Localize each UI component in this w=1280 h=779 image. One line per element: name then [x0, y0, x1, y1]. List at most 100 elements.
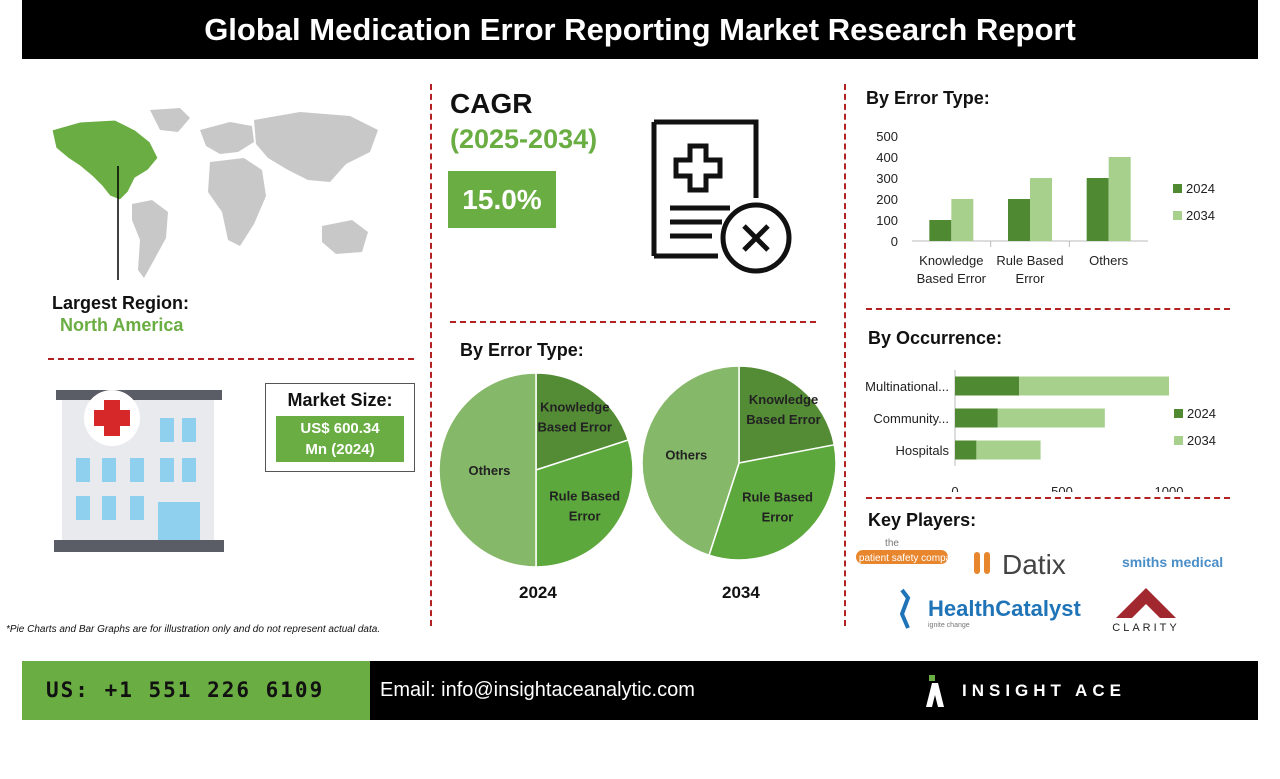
logo-healthcatalyst-text: HealthCatalyst: [928, 596, 1082, 621]
pie-label: Rule Based: [742, 490, 813, 505]
legend-label: 2024: [1186, 181, 1215, 196]
bar-section-title: By Error Type:: [866, 88, 990, 108]
map-australia: [322, 220, 368, 254]
prescription-error-icon: [651, 119, 792, 274]
logo-patient-safety-text: the: [885, 538, 899, 549]
pie-year-2034: 2034: [722, 583, 760, 602]
legend-swatch: [1174, 436, 1183, 445]
bar-2034: [1108, 157, 1131, 241]
disclaimer: *Pie Charts and Bar Graphs are for illus…: [6, 624, 381, 635]
y-tick-label: 500: [876, 129, 898, 144]
logo-healthcatalyst-tagline: ignite change: [928, 622, 970, 629]
market-size-value-line2: Mn (2024): [305, 441, 375, 458]
divider-right-bottom: [866, 497, 1230, 499]
y-tick-label: Community...: [873, 411, 949, 426]
market-size-value: US$ 600.34 Mn (2024): [276, 416, 404, 462]
pie-slice-rule-based-error: [535, 439, 634, 568]
pie-year-2024: 2024: [519, 583, 557, 602]
occurrence-bar-chart: Multinational... Community... Hospitals 0 50…: [865, 370, 1216, 492]
logo-datix-text: Datix: [1002, 549, 1066, 580]
logo-datix: Datix: [974, 549, 1066, 580]
x-tick-label: Others: [1089, 253, 1129, 268]
map-europe: [200, 122, 254, 154]
pie-label: Based Error: [746, 412, 820, 427]
footer-phone[interactable]: US: +1 551 226 6109: [22, 661, 370, 720]
cagr-period: (2025-2034): [450, 124, 598, 154]
logo-patient-safety-company: the the patient safety company: [852, 538, 962, 564]
cagr-title: CAGR: [450, 88, 533, 119]
hbar-2024: [955, 440, 977, 460]
y-tick-label: Hospitals: [896, 443, 950, 458]
hbar-2034: [1019, 376, 1169, 396]
largest-region-label: Largest Region:: [52, 293, 190, 313]
logo-clarity-text: CLARITY: [1112, 622, 1179, 634]
x-tick-label: Based Error: [917, 271, 987, 286]
divider-right-top: [866, 308, 1230, 310]
map-africa: [208, 158, 266, 246]
hbar-2034: [976, 440, 1041, 460]
x-tick-label: 0: [951, 484, 958, 492]
legend-swatch: [1173, 211, 1182, 220]
pie-label: Others: [665, 448, 707, 463]
market-size-value-line1: US$ 600.34: [300, 420, 380, 437]
y-tick-label: 400: [876, 150, 898, 165]
legend-swatch: [1174, 409, 1183, 418]
logo-healthcatalyst: HealthCatalyst ignite change: [899, 588, 1082, 629]
bar-2024: [1086, 178, 1109, 241]
page-title: Global Medication Error Reporting Market…: [22, 0, 1258, 59]
market-size-label: Market Size:: [287, 390, 393, 410]
map-asia: [254, 112, 378, 182]
divider-vertical-left: [430, 84, 432, 626]
bar-2034: [1030, 178, 1052, 241]
key-players-logos: the the patient safety company Datix smi…: [852, 538, 1223, 634]
pie-slice-knowledge-based-error: [535, 372, 630, 472]
legend-label: 2034: [1186, 208, 1215, 223]
y-tick-label: 0: [891, 234, 898, 249]
pie-charts: Knowledge Based Error Rule Based Error Other…: [438, 365, 837, 568]
logo-smiths-medical: smiths medical: [1122, 554, 1223, 570]
pie-label: Knowledge: [749, 392, 818, 407]
pie-label: Based Error: [538, 420, 612, 435]
logo-clarity: CLARITY: [1112, 588, 1179, 634]
map-greenland: [150, 108, 190, 132]
legend-label: 2034: [1187, 433, 1216, 448]
pie-slice-rule-based-error: [708, 443, 837, 561]
market-size-card: Market Size: US$ 600.34 Mn (2024): [265, 383, 415, 472]
footer-email[interactable]: Email: info@insightaceanalytic.com: [380, 679, 695, 701]
world-map: [51, 108, 378, 280]
y-tick-label: 100: [876, 213, 898, 228]
x-tick-label: Knowledge: [919, 253, 983, 268]
pie-label: Error: [762, 510, 794, 525]
bar-2024: [929, 220, 952, 241]
map-south-america: [132, 200, 168, 278]
bar-2034: [951, 199, 974, 241]
hbar-2034: [997, 408, 1105, 428]
divider-middle: [450, 321, 816, 323]
y-tick-label: 200: [876, 192, 898, 207]
hospital-icon: [54, 390, 224, 552]
pie-label: Others: [468, 463, 510, 478]
pie-label: Knowledge: [540, 400, 609, 415]
divider-left: [48, 358, 414, 360]
legend-label: 2024: [1187, 406, 1216, 421]
error-type-bar-chart: 0 100 200 300 400 500 Knowledge Based Error Rule…: [876, 129, 1215, 286]
largest-region-value: North America: [60, 315, 184, 335]
footer-brand: INSIGHT ACE ANALYTIC: [962, 681, 1126, 759]
y-tick-label: Multinational...: [865, 379, 949, 394]
x-tick-label: Error: [1016, 271, 1046, 286]
logo-patient-safety-label: the patient safety company: [852, 553, 962, 564]
map-north-america: [51, 119, 159, 201]
bar-2024: [1008, 199, 1030, 241]
divider-vertical-right: [844, 84, 846, 626]
legend-swatch: [1173, 184, 1182, 193]
hbar-2024: [955, 408, 998, 428]
pie-slice-others: [438, 372, 537, 568]
cagr-value: 15.0%: [448, 171, 556, 228]
pie-label: Error: [569, 508, 601, 523]
footer-bar: Email: info@insightaceanalytic.com INSIG…: [370, 661, 1258, 759]
key-players-title: Key Players:: [868, 510, 977, 530]
pie-slice-others: [641, 365, 740, 557]
x-tick-label: Rule Based: [996, 253, 1063, 268]
y-tick-label: 300: [876, 171, 898, 186]
brand-logo-icon: [926, 675, 944, 707]
